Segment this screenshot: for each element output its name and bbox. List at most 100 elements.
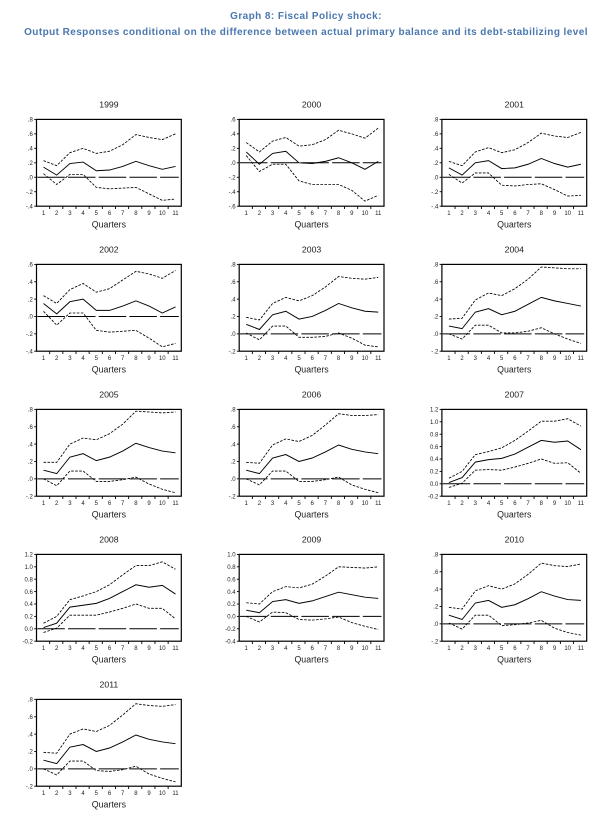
svg-text:10: 10	[564, 646, 571, 652]
svg-text:6: 6	[513, 501, 517, 507]
svg-text:0.2: 0.2	[430, 470, 439, 476]
svg-text:Quarters: Quarters	[294, 365, 329, 375]
svg-text:8: 8	[540, 356, 544, 362]
svg-text:0.2: 0.2	[227, 602, 236, 608]
svg-text:10: 10	[159, 356, 166, 362]
svg-text:2: 2	[55, 791, 59, 797]
svg-text:3: 3	[474, 501, 478, 507]
svg-text:.8: .8	[433, 553, 439, 559]
svg-text:9: 9	[553, 646, 557, 652]
svg-text:3: 3	[271, 356, 275, 362]
svg-text:0.8: 0.8	[430, 432, 439, 438]
svg-text:2002: 2002	[99, 244, 118, 254]
svg-text:9: 9	[147, 791, 151, 797]
svg-text:11: 11	[578, 211, 585, 217]
svg-text:2: 2	[55, 211, 59, 217]
svg-text:.4: .4	[433, 587, 439, 593]
svg-text:4: 4	[81, 501, 85, 507]
svg-text:-.2: -.2	[229, 349, 237, 355]
svg-text:0.8: 0.8	[227, 565, 236, 571]
svg-text:4: 4	[284, 356, 288, 362]
svg-text:5: 5	[95, 791, 99, 797]
svg-text:.2: .2	[433, 161, 439, 167]
svg-text:-.2: -.2	[431, 349, 439, 355]
svg-text:.4: .4	[28, 732, 34, 738]
svg-text:5: 5	[500, 211, 504, 217]
svg-text:10: 10	[362, 646, 369, 652]
svg-text:7: 7	[121, 646, 125, 652]
svg-text:.6: .6	[231, 118, 237, 124]
svg-text:5: 5	[95, 356, 99, 362]
svg-text:-0.2: -0.2	[428, 494, 439, 500]
svg-text:8: 8	[134, 791, 138, 797]
svg-text:11: 11	[172, 356, 179, 362]
svg-text:1: 1	[245, 211, 249, 217]
svg-text:10: 10	[159, 646, 166, 652]
svg-text:0.4: 0.4	[430, 457, 439, 463]
svg-text:11: 11	[172, 501, 179, 507]
svg-text:Quarters: Quarters	[497, 655, 532, 665]
svg-text:.8: .8	[433, 263, 439, 269]
svg-text:3: 3	[474, 646, 478, 652]
svg-text:1: 1	[42, 646, 46, 652]
svg-text:2000: 2000	[302, 99, 321, 109]
svg-text:4: 4	[81, 791, 85, 797]
svg-text:7: 7	[121, 211, 125, 217]
svg-text:2: 2	[460, 646, 464, 652]
svg-text:1: 1	[42, 211, 46, 217]
svg-text:-.2: -.2	[229, 494, 237, 500]
svg-text:2: 2	[460, 356, 464, 362]
svg-text:9: 9	[553, 501, 557, 507]
svg-text:2: 2	[460, 501, 464, 507]
svg-text:0.0: 0.0	[227, 615, 236, 621]
svg-text:.4: .4	[433, 147, 439, 153]
svg-text:.2: .2	[433, 315, 439, 321]
svg-text:11: 11	[172, 646, 179, 652]
svg-text:9: 9	[350, 646, 354, 652]
svg-text:.6: .6	[231, 280, 237, 286]
svg-text:5: 5	[500, 646, 504, 652]
svg-text:1: 1	[245, 646, 249, 652]
svg-text:10: 10	[362, 356, 369, 362]
svg-text:-.2: -.2	[431, 639, 439, 645]
svg-text:.4: .4	[28, 147, 34, 153]
svg-text:.0: .0	[433, 175, 439, 181]
svg-text:0.2: 0.2	[25, 615, 34, 621]
svg-text:.4: .4	[231, 297, 237, 303]
svg-text:2003: 2003	[302, 244, 321, 254]
svg-text:.6: .6	[433, 280, 439, 286]
svg-text:1: 1	[42, 356, 46, 362]
svg-text:10: 10	[159, 501, 166, 507]
svg-text:.6: .6	[28, 425, 34, 431]
svg-text:4: 4	[487, 646, 491, 652]
svg-text:.2: .2	[231, 460, 237, 466]
svg-text:-.2: -.2	[229, 175, 237, 181]
svg-text:.6: .6	[28, 263, 34, 269]
svg-text:6: 6	[311, 646, 315, 652]
svg-text:2: 2	[258, 501, 262, 507]
svg-text:6: 6	[513, 211, 517, 217]
svg-text:11: 11	[172, 791, 179, 797]
svg-text:11: 11	[578, 646, 585, 652]
svg-text:.2: .2	[28, 750, 34, 756]
svg-text:5: 5	[297, 501, 301, 507]
svg-text:.2: .2	[28, 460, 34, 466]
svg-text:5: 5	[297, 646, 301, 652]
svg-text:6: 6	[108, 646, 112, 652]
svg-text:Quarters: Quarters	[294, 655, 329, 665]
svg-text:-.4: -.4	[26, 204, 34, 210]
svg-text:-.2: -.2	[26, 332, 34, 338]
svg-text:2009: 2009	[302, 534, 321, 544]
svg-text:8: 8	[134, 356, 138, 362]
svg-text:2011: 2011	[100, 679, 119, 689]
svg-text:2004: 2004	[505, 244, 524, 254]
svg-text:2: 2	[55, 356, 59, 362]
svg-text:-.2: -.2	[26, 190, 34, 196]
svg-text:1.0: 1.0	[25, 565, 34, 571]
svg-text:6: 6	[311, 211, 315, 217]
svg-text:3: 3	[271, 646, 275, 652]
svg-text:Quarters: Quarters	[497, 365, 532, 375]
svg-text:0.6: 0.6	[227, 577, 236, 583]
svg-text:6: 6	[108, 501, 112, 507]
svg-text:7: 7	[324, 501, 328, 507]
